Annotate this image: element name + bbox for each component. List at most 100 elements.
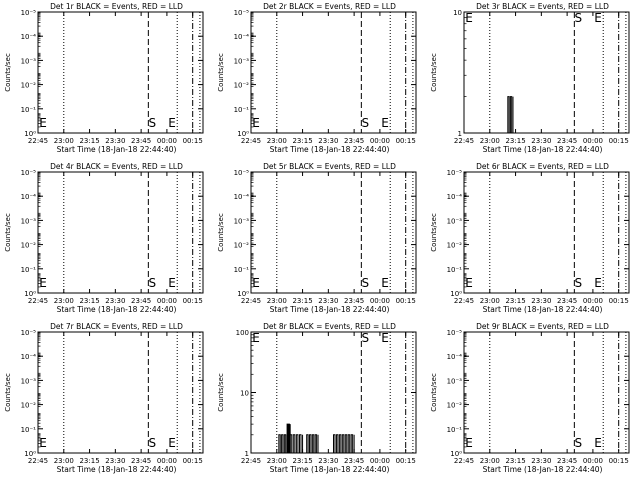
panel-4: Det 4r BLACK = Events, RED = LLD 22:45 23:…: [4, 162, 204, 314]
x-tick-label: 23:30: [531, 297, 551, 305]
x-tick-label: 23:00: [480, 457, 500, 465]
x-tick-label: 23:45: [344, 297, 364, 305]
edge-marker-label: E: [465, 276, 473, 290]
y-tick-label: 10⁻²: [21, 402, 37, 410]
y-tick-label: 10⁰: [24, 130, 36, 138]
x-tick-label: 00:15: [183, 137, 203, 145]
y-tick-label: 10⁻³: [234, 217, 250, 225]
x-tick-label: 23:15: [79, 297, 99, 305]
event-burst: [289, 434, 304, 454]
x-tick-label: 00:00: [583, 297, 603, 305]
y-tick-label: 10⁻⁵: [447, 169, 463, 177]
y-tick-label: 100: [236, 329, 249, 337]
y-tick-label: 10⁻²: [21, 82, 37, 90]
edge-marker-label: E: [465, 11, 473, 25]
y-tick-label: 10⁻¹: [234, 106, 250, 114]
plot-frame: [250, 11, 417, 134]
y-tick-label: 10⁻⁴: [234, 193, 250, 201]
y-tick-label: 10⁻³: [447, 217, 463, 225]
y-tick-label: 10⁰: [24, 450, 36, 458]
x-tick-label: 23:30: [105, 457, 125, 465]
x-tick-label: 23:15: [79, 457, 99, 465]
panel-8: Det 8r BLACK = Events, RED = LLD 22:45 23:…: [217, 322, 417, 474]
x-tick-label: 22:45: [454, 457, 474, 465]
x-axis-label: Start Time (18-Jan-18 22:44:40): [57, 465, 177, 474]
x-tick-label: 23:45: [344, 137, 364, 145]
panel-title: Det 5r BLACK = Events, RED = LLD: [263, 162, 396, 171]
panel-1: Det 1r BLACK = Events, RED = LLD 22:45 23:…: [4, 2, 204, 154]
edge-marker-label: E: [39, 116, 47, 130]
start-marker-label: S: [575, 11, 583, 25]
y-tick-label: 10⁻⁴: [234, 33, 250, 41]
x-tick-label: 23:15: [505, 457, 525, 465]
y-tick-label: 10⁻⁴: [447, 193, 463, 201]
x-tick-label: 23:45: [557, 297, 577, 305]
x-tick-label: 00:00: [157, 137, 177, 145]
y-tick-label: 10⁻⁴: [21, 193, 37, 201]
edge-marker-label: E: [39, 276, 47, 290]
panel-9: Det 9r BLACK = Events, RED = LLD 22:45 23:…: [430, 322, 630, 474]
plot-frame: [250, 171, 417, 294]
y-tick-label: 10⁻²: [234, 242, 250, 250]
start-marker-label: S: [575, 436, 583, 450]
y-tick-label: 10⁻¹: [234, 266, 250, 274]
x-tick-label: 23:45: [131, 297, 151, 305]
x-tick-label: 23:00: [480, 297, 500, 305]
x-axis-label: Start Time (18-Jan-18 22:44:40): [57, 145, 177, 154]
y-tick-label: 10⁻³: [234, 57, 250, 65]
x-tick-label: 00:15: [609, 297, 629, 305]
y-tick-label: 10⁻⁴: [21, 353, 37, 361]
x-tick-label: 23:30: [531, 457, 551, 465]
x-axis-label: Start Time (18-Jan-18 22:44:40): [483, 305, 603, 314]
x-axis-label: Start Time (18-Jan-18 22:44:40): [270, 305, 390, 314]
end-marker-label: E: [594, 11, 602, 25]
y-tick-label: 10⁻¹: [447, 266, 463, 274]
end-marker-label: E: [168, 276, 176, 290]
start-marker-label: S: [362, 331, 370, 345]
x-tick-label: 23:00: [54, 137, 74, 145]
y-tick-label: 10⁻⁵: [21, 329, 37, 337]
y-axis-label: Counts/sec: [4, 213, 12, 252]
event-burst: [507, 96, 514, 134]
x-tick-label: 00:00: [583, 137, 603, 145]
x-tick-label: 22:45: [241, 137, 261, 145]
x-tick-label: 22:45: [454, 137, 474, 145]
y-tick-label: 10⁻¹: [21, 426, 37, 434]
x-tick-label: 22:45: [454, 297, 474, 305]
y-tick-label: 10: [240, 390, 249, 398]
x-tick-label: 00:15: [396, 457, 416, 465]
x-axis-label: Start Time (18-Jan-18 22:44:40): [483, 465, 603, 474]
x-tick-label: 00:00: [370, 137, 390, 145]
panel-title: Det 6r BLACK = Events, RED = LLD: [476, 162, 609, 171]
panel-5: Det 5r BLACK = Events, RED = LLD 22:45 23:…: [217, 162, 417, 314]
x-tick-label: 23:45: [131, 457, 151, 465]
y-tick-label: 1: [245, 450, 249, 458]
x-tick-label: 23:30: [105, 297, 125, 305]
x-axis-label: Start Time (18-Jan-18 22:44:40): [270, 145, 390, 154]
y-axis-label: Counts/sec: [430, 213, 438, 252]
event-burst: [333, 434, 355, 454]
x-tick-label: 23:30: [105, 137, 125, 145]
x-tick-label: 23:45: [344, 457, 364, 465]
x-tick-label: 00:15: [183, 297, 203, 305]
x-tick-label: 23:00: [54, 297, 74, 305]
x-tick-label: 22:45: [241, 297, 261, 305]
y-axis-label: Counts/sec: [217, 213, 225, 252]
x-axis-label: Start Time (18-Jan-18 22:44:40): [483, 145, 603, 154]
y-tick-label: 10⁰: [24, 290, 36, 298]
x-tick-label: 00:00: [157, 297, 177, 305]
x-tick-label: 22:45: [241, 457, 261, 465]
x-tick-label: 23:15: [79, 137, 99, 145]
y-tick-label: 10⁰: [450, 290, 462, 298]
x-tick-label: 22:45: [28, 297, 48, 305]
y-axis-label: Counts/sec: [430, 53, 438, 92]
y-tick-label: 10⁰: [237, 290, 249, 298]
y-tick-label: 10⁻⁴: [447, 353, 463, 361]
x-tick-label: 23:30: [318, 457, 338, 465]
y-tick-label: 1: [458, 130, 462, 138]
end-marker-label: E: [594, 276, 602, 290]
x-tick-label: 00:15: [396, 297, 416, 305]
end-marker-label: E: [381, 331, 389, 345]
y-tick-label: 10⁻²: [447, 242, 463, 250]
